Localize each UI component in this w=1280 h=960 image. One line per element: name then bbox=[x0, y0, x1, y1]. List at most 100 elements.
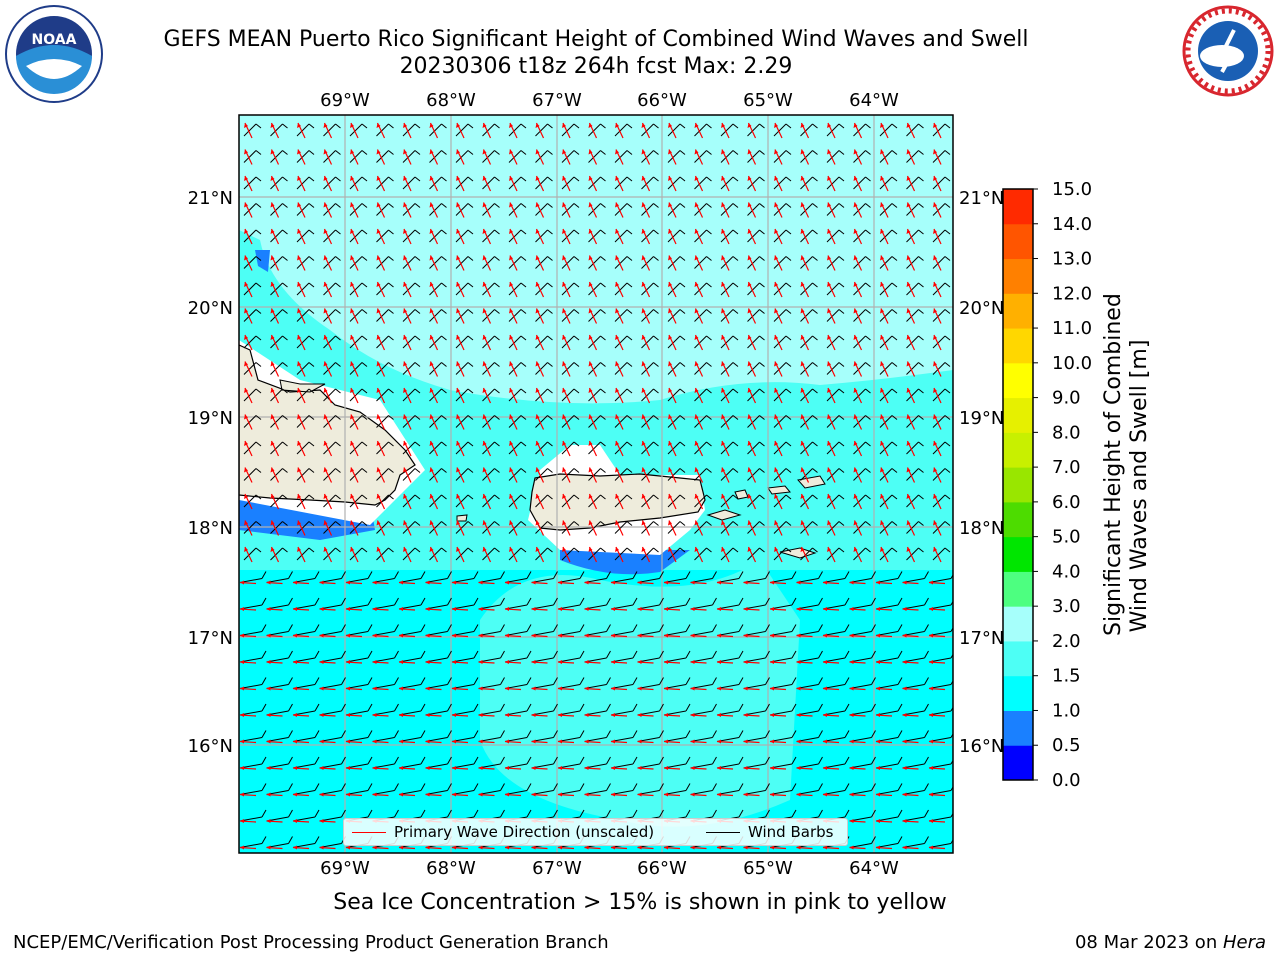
wind-barb bbox=[561, 281, 580, 298]
wind-barb bbox=[535, 334, 553, 351]
wind-barb bbox=[667, 520, 686, 536]
wind-barb bbox=[584, 703, 611, 717]
wind-barb bbox=[455, 520, 474, 536]
wind-barb bbox=[584, 650, 611, 664]
wind-barb bbox=[690, 783, 717, 797]
wind-barb bbox=[296, 255, 315, 271]
wind-barb bbox=[398, 650, 426, 664]
wind-barb bbox=[853, 467, 871, 483]
wind-barb bbox=[270, 467, 288, 483]
lon-label-bottom-1: 68°W bbox=[426, 858, 476, 879]
wind-barb bbox=[641, 308, 659, 324]
wind-barb bbox=[323, 546, 341, 563]
wind-barb bbox=[610, 571, 638, 585]
land-vieques bbox=[706, 509, 742, 521]
wind-barb bbox=[584, 756, 611, 770]
wind-barb bbox=[270, 228, 288, 245]
colorbar-tick-label: 5.0 bbox=[1052, 527, 1081, 548]
wind-barb bbox=[610, 703, 638, 717]
wind-barb bbox=[747, 308, 765, 324]
wind-barb bbox=[747, 361, 765, 377]
colorbar-frame bbox=[1002, 188, 1034, 781]
wind-barb bbox=[345, 571, 373, 585]
wind-barb bbox=[376, 546, 394, 563]
wind-barb bbox=[561, 149, 580, 165]
wind-barb bbox=[588, 149, 606, 165]
wind-barb bbox=[796, 650, 823, 664]
wind-barb bbox=[323, 334, 341, 351]
wind-barb bbox=[478, 571, 505, 585]
wind-barb bbox=[743, 756, 770, 770]
wind-barb bbox=[822, 703, 850, 717]
wind-barb bbox=[323, 493, 341, 510]
wind-barb bbox=[584, 571, 611, 585]
wind-barb bbox=[451, 597, 479, 611]
wind-barb bbox=[694, 387, 712, 404]
wind-barb bbox=[323, 440, 341, 457]
wind-barb bbox=[743, 730, 770, 744]
wind-barb bbox=[690, 756, 717, 770]
wind-barb bbox=[637, 597, 664, 611]
colorbar-tick-label: 11.0 bbox=[1052, 318, 1092, 339]
wind-barb bbox=[906, 334, 924, 351]
wind-barb bbox=[769, 730, 797, 744]
wind-barb bbox=[372, 571, 399, 585]
colorbar-swatch-11 bbox=[1003, 362, 1033, 399]
wind-barb bbox=[478, 783, 505, 797]
wind-barb bbox=[482, 308, 500, 324]
wind-barb bbox=[508, 334, 527, 351]
wind-barb bbox=[376, 467, 394, 483]
wind-barb bbox=[296, 414, 315, 430]
wind-barb bbox=[906, 308, 924, 324]
wind-barb bbox=[372, 703, 399, 717]
wind-barb bbox=[822, 650, 850, 664]
colorbar-tick-label: 14.0 bbox=[1052, 214, 1092, 235]
wind-barb bbox=[270, 281, 288, 298]
wind-barb bbox=[879, 387, 898, 404]
wind-barb bbox=[588, 122, 606, 139]
wind-barb bbox=[270, 255, 288, 271]
wind-barb bbox=[747, 281, 765, 298]
colorbar-tick-label: 0.5 bbox=[1052, 735, 1081, 756]
wind-barb bbox=[557, 756, 585, 770]
wind-barb bbox=[349, 493, 368, 510]
wind-barb bbox=[667, 281, 686, 298]
wind-barb bbox=[376, 122, 394, 139]
lon-label-top-1: 68°W bbox=[426, 90, 476, 111]
wind-barb bbox=[906, 440, 924, 457]
wind-barb bbox=[296, 467, 315, 483]
wind-barb bbox=[879, 493, 898, 510]
wind-barb bbox=[614, 308, 633, 324]
wind-barb bbox=[482, 281, 500, 298]
wind-barb bbox=[743, 571, 770, 585]
wind-barb bbox=[429, 546, 447, 563]
wind-barb bbox=[720, 334, 739, 351]
wind-barb bbox=[508, 520, 527, 536]
wind-barb bbox=[796, 571, 823, 585]
wind-barb bbox=[270, 334, 288, 351]
wind-barb bbox=[402, 202, 421, 218]
footer-host: Hera bbox=[1222, 932, 1266, 953]
wind-barb bbox=[879, 520, 898, 536]
wind-barb bbox=[345, 756, 373, 770]
wind-barb bbox=[504, 703, 532, 717]
wind-barb bbox=[614, 493, 633, 510]
wind-barb bbox=[747, 493, 765, 510]
wind-barb bbox=[398, 703, 426, 717]
wind-barb bbox=[270, 149, 288, 165]
wind-barb bbox=[455, 175, 474, 192]
wind-barb bbox=[773, 228, 792, 245]
wind-barb bbox=[796, 677, 823, 691]
wind-barb bbox=[690, 677, 717, 691]
wind-barb bbox=[928, 626, 953, 638]
wind-barb bbox=[747, 228, 765, 245]
wind-barb bbox=[800, 122, 818, 139]
wind-barb bbox=[557, 624, 585, 638]
wind-barb bbox=[243, 308, 262, 324]
wind-barb bbox=[319, 571, 346, 585]
wind-barb bbox=[319, 597, 346, 611]
wind-barb bbox=[773, 308, 792, 324]
wind-barb bbox=[345, 597, 373, 611]
wind-barb bbox=[296, 546, 315, 563]
wind-barb bbox=[743, 677, 770, 691]
